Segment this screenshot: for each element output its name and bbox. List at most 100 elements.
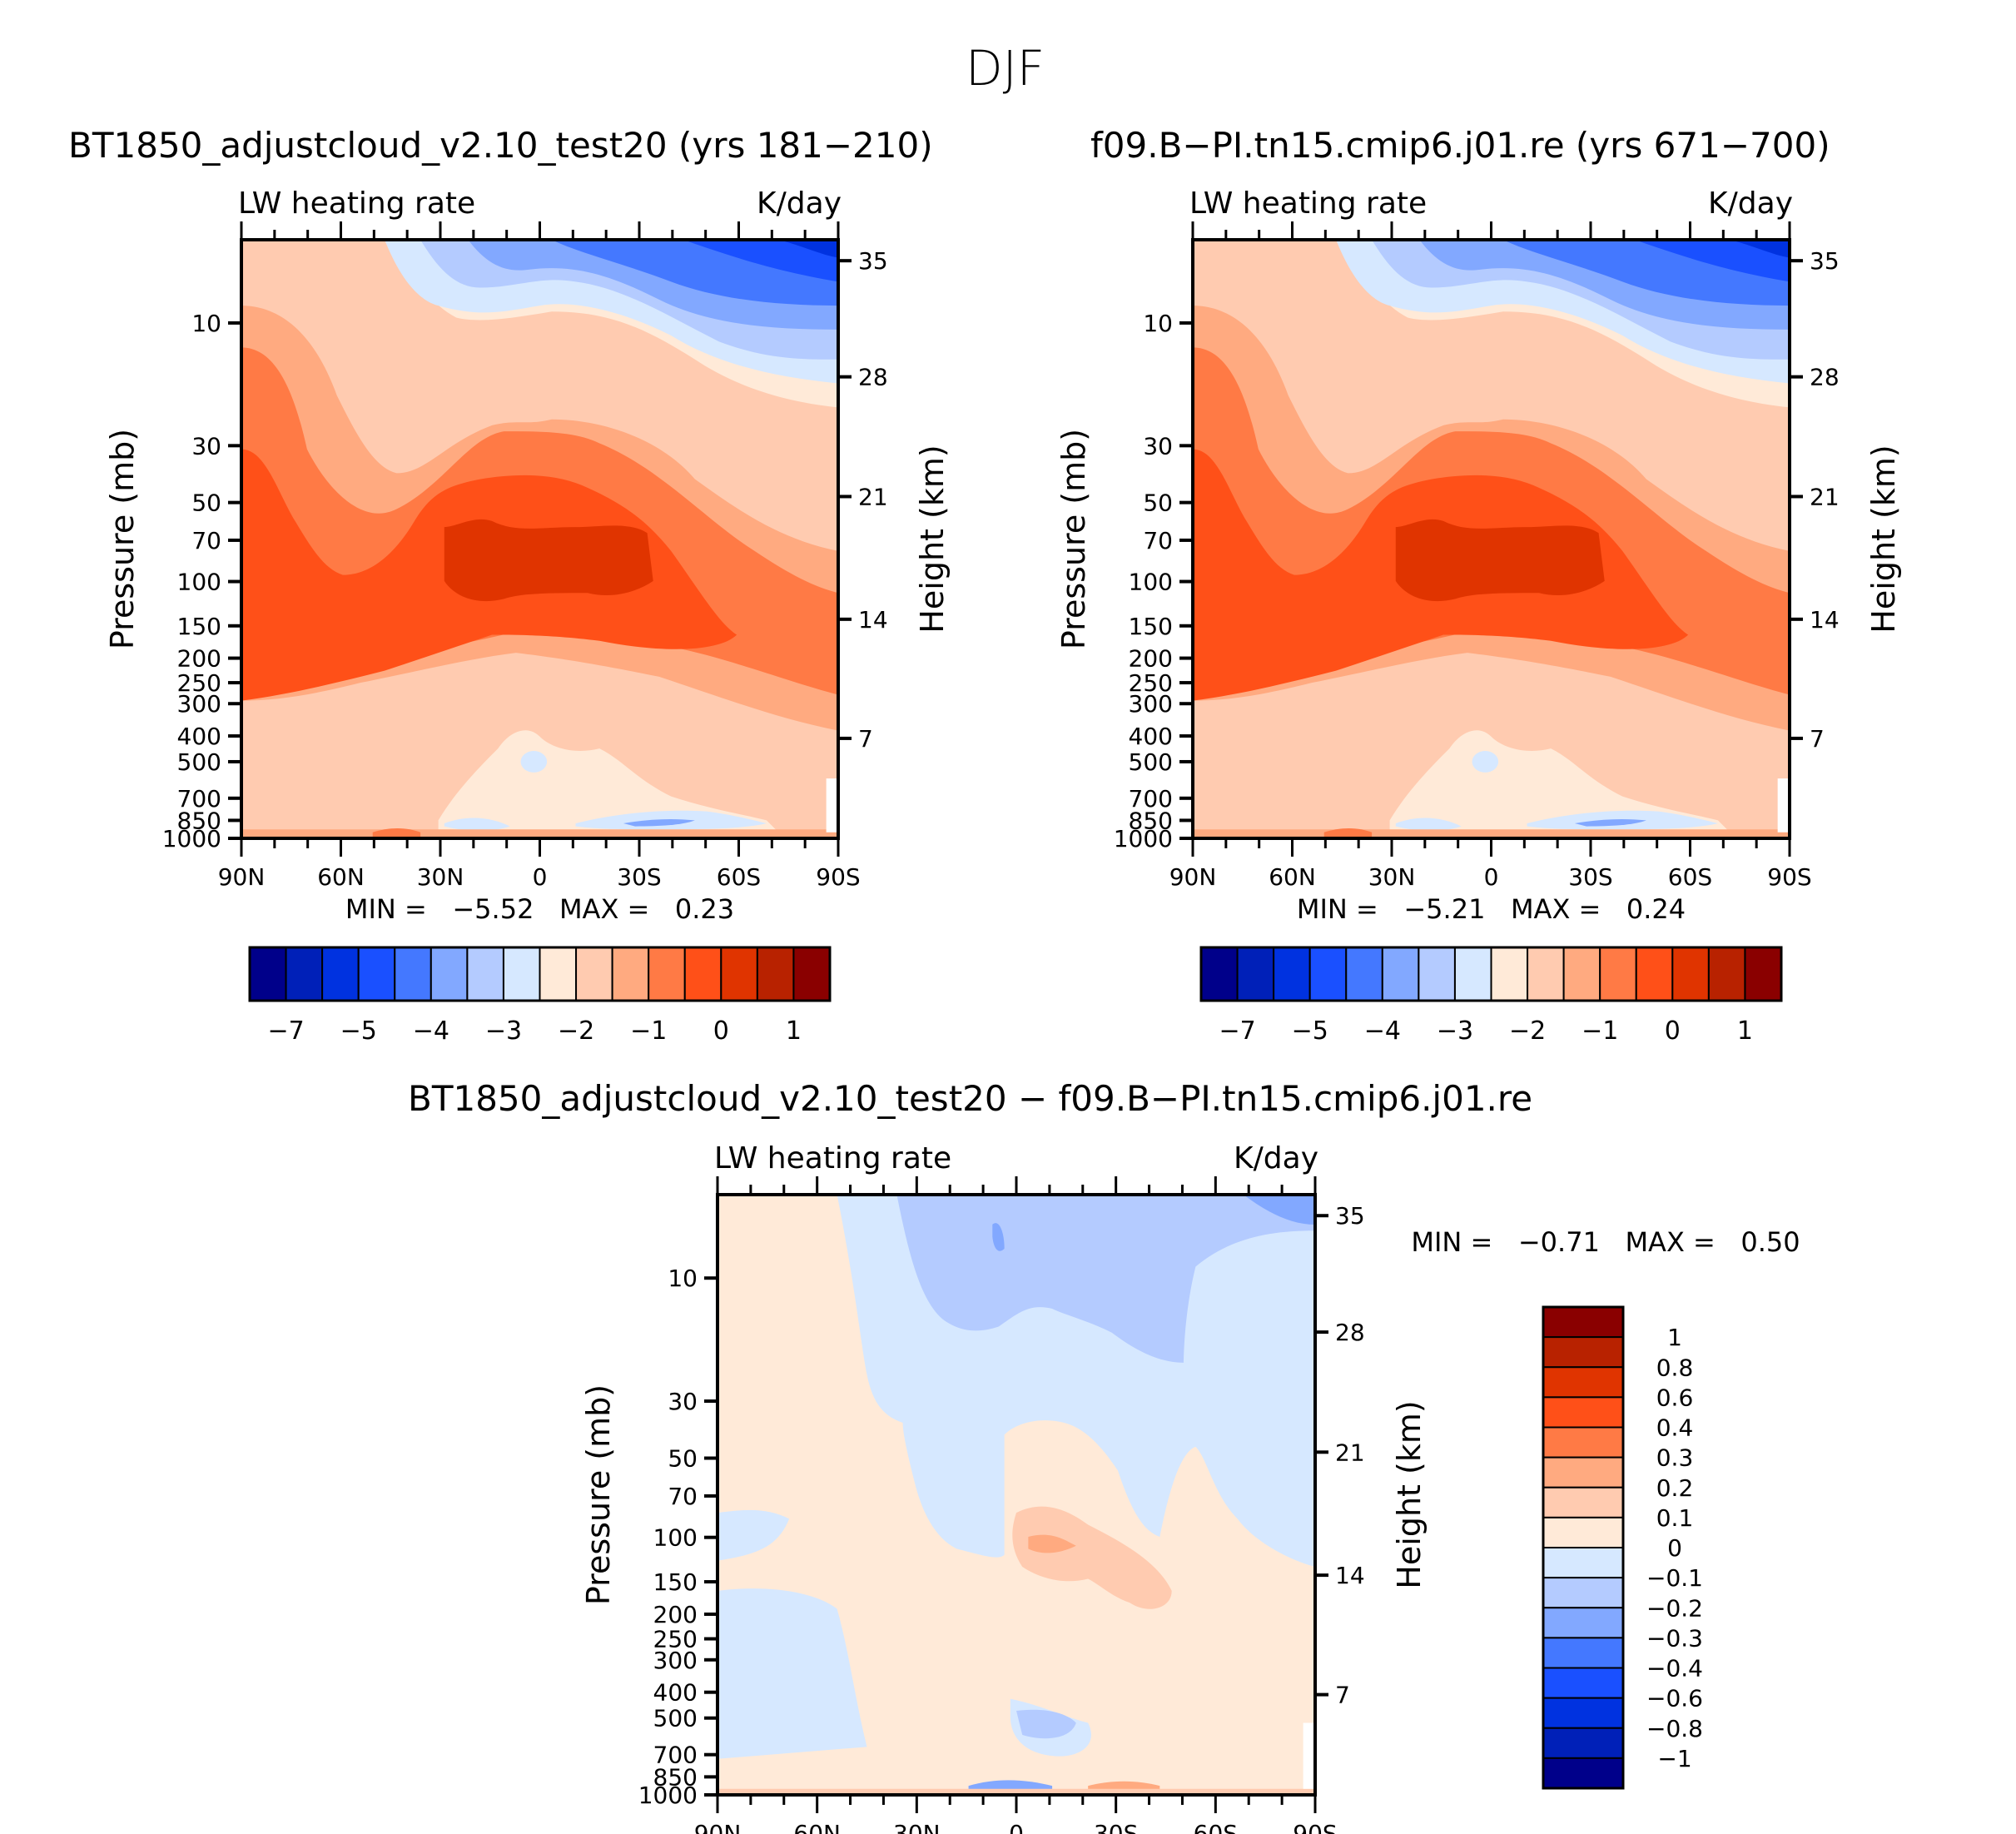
colorbar-label: 0.4 bbox=[1656, 1414, 1694, 1442]
colorbar-label: −2 bbox=[1509, 1016, 1546, 1046]
colorbar-box bbox=[1381, 947, 1420, 1001]
colorbar-box bbox=[1453, 947, 1492, 1001]
y-tick-label: 100 bbox=[1129, 569, 1173, 596]
colorbar-label: −1 bbox=[1582, 1016, 1618, 1046]
y-tick-label: 150 bbox=[653, 1568, 698, 1596]
height-tick-label: 35 bbox=[1335, 1202, 1365, 1230]
panel-right-label: K/day bbox=[1708, 186, 1793, 221]
height-tick-label: 28 bbox=[858, 364, 888, 391]
y-tick-label: 70 bbox=[668, 1483, 698, 1510]
y-tick-label: 50 bbox=[668, 1445, 698, 1473]
panel-2-axes: 90N 60N 30N 0 30S 60S 90S103050701001502002503… bbox=[1055, 186, 1902, 925]
colorbar-label: −3 bbox=[1437, 1016, 1473, 1046]
x-tick-label: 90S bbox=[1767, 863, 1811, 891]
colorbar-box bbox=[1542, 1577, 1624, 1609]
colorbar-box bbox=[1599, 947, 1637, 1001]
height-tick-label: 14 bbox=[1335, 1562, 1365, 1589]
x-tick-label: 90N bbox=[218, 863, 266, 891]
y-tick-label: 400 bbox=[1129, 723, 1173, 750]
height-tick-label: 21 bbox=[1335, 1439, 1365, 1466]
y-axis-right-label: Height (km) bbox=[1865, 445, 1902, 633]
y-tick-label: 30 bbox=[191, 432, 221, 460]
x-tick-label: 0 bbox=[1484, 863, 1499, 891]
y-tick-label: 850 bbox=[653, 1763, 698, 1791]
panel-left-label: LW heating rate bbox=[238, 186, 475, 221]
panel-1-contours bbox=[241, 240, 838, 838]
y-tick-label: 300 bbox=[1129, 690, 1173, 718]
y-axis-right-label: Height (km) bbox=[914, 445, 951, 633]
x-tick-label: 30N bbox=[1368, 863, 1416, 891]
height-tick-label: 7 bbox=[1810, 725, 1825, 753]
colorbar-box bbox=[1200, 947, 1239, 1001]
colorbar-box bbox=[430, 947, 469, 1001]
y-tick-label: 850 bbox=[177, 807, 221, 834]
colorbar-label: −0.3 bbox=[1646, 1624, 1703, 1652]
x-tick-label: 90S bbox=[816, 863, 860, 891]
y-tick-label: 100 bbox=[653, 1524, 698, 1552]
colorbar-box bbox=[1273, 947, 1311, 1001]
colorbar-panel-2: −7 −5 −4 −3 −2 −1 0 1 bbox=[1199, 946, 1783, 1046]
colorbar-box bbox=[1542, 1426, 1624, 1459]
y-tick-label: 250 bbox=[177, 669, 221, 697]
y-tick-label: 200 bbox=[653, 1601, 698, 1628]
y-axis-right-label: Height (km) bbox=[1391, 1400, 1428, 1588]
y-tick-label: 70 bbox=[191, 527, 221, 554]
colorbar-label: −0.8 bbox=[1646, 1715, 1703, 1742]
colorbar-label: 0.6 bbox=[1656, 1384, 1694, 1411]
colorbar-label: −0.4 bbox=[1646, 1655, 1703, 1682]
height-tick-label: 28 bbox=[1810, 364, 1840, 391]
y-tick-label: 250 bbox=[1129, 669, 1173, 697]
colorbar-box bbox=[249, 947, 287, 1001]
x-tick-label: 30S bbox=[617, 863, 661, 891]
y-tick-label: 10 bbox=[191, 310, 221, 337]
y-tick-label: 700 bbox=[1129, 785, 1173, 813]
panel-1-title: BT1850_adjustcloud_v2.10_test20 (yrs 181… bbox=[68, 125, 933, 166]
colorbar-box bbox=[1542, 1516, 1624, 1548]
y-axis-label: Pressure (mb) bbox=[580, 1384, 617, 1605]
colorbar-box bbox=[502, 947, 541, 1001]
colorbar-box bbox=[357, 947, 396, 1001]
y-tick-label: 1000 bbox=[1114, 825, 1173, 852]
height-tick-label: 7 bbox=[858, 725, 873, 753]
colorbar-box bbox=[720, 947, 758, 1001]
colorbar-box bbox=[1542, 1547, 1624, 1579]
colorbar-label: 0 bbox=[1667, 1534, 1682, 1562]
colorbar-label: −3 bbox=[485, 1016, 522, 1046]
panel-3-contours bbox=[718, 1195, 1315, 1795]
y-tick-label: 50 bbox=[191, 490, 221, 517]
colorbar-box bbox=[1542, 1306, 1624, 1339]
colorbar-box bbox=[1542, 1697, 1624, 1729]
colorbar-label: 0.3 bbox=[1656, 1444, 1694, 1472]
y-tick-label: 70 bbox=[1143, 527, 1173, 554]
y-tick-label: 700 bbox=[653, 1742, 698, 1769]
min-max-stats: MIN = −0.71 MAX = 0.50 bbox=[1411, 1226, 1800, 1258]
colorbar-box bbox=[611, 947, 650, 1001]
panel-right-label: K/day bbox=[757, 186, 842, 221]
colorbar-box bbox=[321, 947, 360, 1001]
panel-1-axes: 90N 60N 30N 0 30S 60S 90S103050701001502002503… bbox=[104, 186, 951, 925]
colorbar-label: −0.6 bbox=[1646, 1685, 1703, 1712]
colorbar-box bbox=[1527, 947, 1565, 1001]
height-tick-label: 35 bbox=[1810, 247, 1840, 275]
min-max-stats: MIN = −5.21 MAX = 0.24 bbox=[1297, 893, 1686, 925]
colorbar-box bbox=[1542, 1727, 1624, 1759]
panel-left-label: LW heating rate bbox=[1189, 186, 1427, 221]
y-tick-label: 400 bbox=[177, 723, 221, 750]
panel-2-plot bbox=[1191, 238, 1791, 840]
colorbar-label: 0.8 bbox=[1656, 1354, 1694, 1381]
y-axis-label: Pressure (mb) bbox=[104, 429, 141, 649]
colorbar-box bbox=[285, 947, 324, 1001]
x-tick-label: 60N bbox=[317, 863, 365, 891]
colorbar-label: 0.2 bbox=[1656, 1474, 1694, 1502]
colorbar-box bbox=[466, 947, 504, 1001]
x-tick-label: 60N bbox=[1269, 863, 1316, 891]
panel-3-axes: 90N 60N 30N 0 30S 60S 90S103050701001502002503… bbox=[580, 1141, 1800, 1834]
colorbar-label: −2 bbox=[558, 1016, 594, 1046]
colorbar-label: −1 bbox=[630, 1016, 667, 1046]
height-tick-label: 21 bbox=[1810, 483, 1840, 510]
colorbar-box bbox=[1542, 1757, 1624, 1789]
height-tick-label: 14 bbox=[1810, 606, 1840, 634]
y-tick-label: 500 bbox=[1129, 748, 1173, 776]
colorbar-box bbox=[756, 947, 795, 1001]
y-tick-label: 400 bbox=[653, 1679, 698, 1707]
